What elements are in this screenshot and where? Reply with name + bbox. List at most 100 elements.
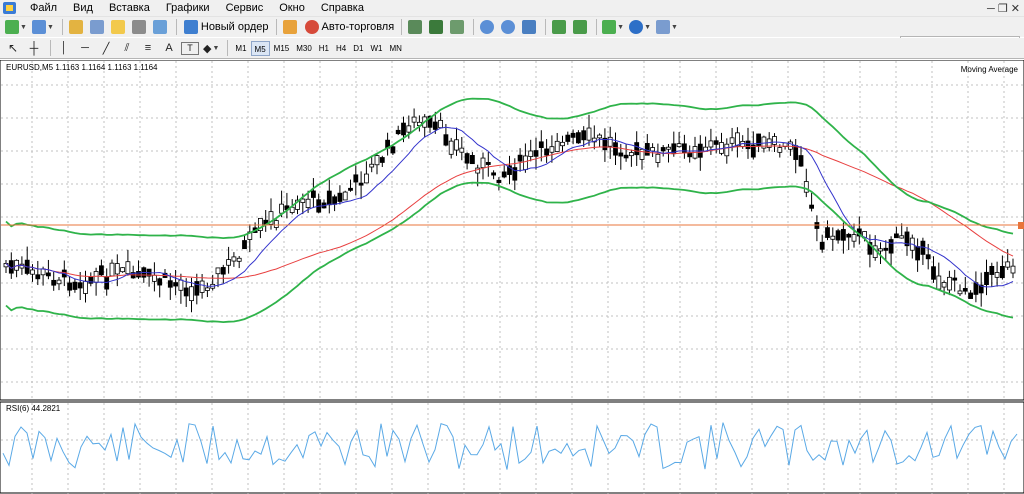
separator <box>545 19 547 35</box>
menu-view[interactable]: Вид <box>73 1 93 14</box>
candle-body <box>947 276 952 291</box>
chart-window[interactable]: EURUSD,M5 1.1163 1.1164 1.1163 1.1164 Mo… <box>0 60 1024 494</box>
candle-body <box>576 132 581 144</box>
candle-body <box>586 127 592 141</box>
candle-body <box>236 257 242 262</box>
candle-body <box>226 259 232 266</box>
indicators-button[interactable]: ▼ <box>601 18 625 36</box>
auto-scroll-icon <box>573 20 588 34</box>
timeframe-mn[interactable]: MN <box>389 43 402 53</box>
candle-body <box>825 227 830 238</box>
zoom-out-button[interactable] <box>499 18 517 36</box>
line-chart-button[interactable] <box>448 18 466 36</box>
menu-tools[interactable]: Сервис <box>225 1 264 14</box>
window-controls[interactable]: ─ ❐ ✕ <box>987 3 1020 15</box>
candle-body <box>925 254 931 260</box>
candle-body <box>231 256 237 262</box>
timeframe-h1[interactable]: H1 <box>318 43 330 53</box>
candle-body <box>883 247 889 251</box>
candle-body <box>189 286 194 302</box>
tile-windows-button[interactable] <box>520 18 538 36</box>
horizontal-line-button[interactable]: ─ <box>81 42 89 54</box>
candle-body <box>544 148 549 156</box>
candle-body <box>904 231 910 247</box>
candle-body <box>1000 265 1005 279</box>
menu-insert[interactable]: Вставка <box>108 1 150 14</box>
menu-charts[interactable]: Графики <box>165 1 210 14</box>
auto-trading-button[interactable]: Авто-торговля <box>302 18 398 36</box>
candle-body <box>936 275 942 290</box>
candle-body <box>798 155 804 167</box>
new-order-button[interactable]: Новый ордер <box>181 18 272 36</box>
auto-scroll-button[interactable] <box>571 18 589 36</box>
candle-body <box>88 276 94 284</box>
meta-editor-button[interactable] <box>281 18 299 36</box>
chart-shift-button[interactable] <box>550 18 568 36</box>
timeframe-m15[interactable]: M15 <box>273 43 290 53</box>
terminal-button[interactable] <box>130 18 148 36</box>
new-chart-button[interactable]: ▼ <box>4 18 28 36</box>
new-chart-icon <box>5 20 19 34</box>
candlestick-button[interactable] <box>427 18 445 36</box>
separator <box>61 19 63 35</box>
bar-chart-button[interactable] <box>406 18 424 36</box>
moving-average-fast-line <box>5 126 1014 288</box>
candle-body <box>835 230 841 241</box>
candle-body <box>448 140 454 155</box>
crosshair-move-icon <box>89 20 104 34</box>
strategy-tester-button[interactable] <box>151 18 169 36</box>
shapes-button[interactable]: ◆ ▼ <box>203 42 220 55</box>
timeframe-m1[interactable]: M1 <box>235 43 247 53</box>
app-icon[interactable] <box>3 2 16 14</box>
candle-body <box>411 116 417 123</box>
menu-window[interactable]: Окно <box>279 1 305 14</box>
trendline-button[interactable]: ╱ <box>102 42 110 55</box>
timeframe-h4[interactable]: H4 <box>336 43 347 53</box>
profiles-button[interactable]: ▼ <box>31 18 55 36</box>
candle-body <box>888 239 894 254</box>
navigator-button[interactable] <box>109 18 127 36</box>
candle-body <box>220 267 226 275</box>
candle-body <box>204 287 210 291</box>
timeframe-m5[interactable]: M5 <box>250 40 270 56</box>
zoom-in-button[interactable] <box>478 18 496 36</box>
candle-body <box>199 280 205 293</box>
templates-button[interactable]: ▼ <box>655 18 679 36</box>
periods-button[interactable]: ▼ <box>628 18 652 36</box>
candle-body <box>167 280 173 288</box>
crosshair-button[interactable]: ┼ <box>29 41 39 55</box>
candle-body <box>406 125 412 133</box>
candle-body <box>114 263 120 275</box>
candle-body <box>390 146 396 154</box>
rsi-chart-frame <box>0 401 1024 494</box>
timeframe-w1[interactable]: W1 <box>370 43 383 53</box>
candle-body <box>348 187 353 191</box>
clock-icon <box>629 20 644 34</box>
candle-body <box>443 134 449 146</box>
timeframe-d1[interactable]: D1 <box>353 43 364 53</box>
data-window-button[interactable] <box>88 18 106 36</box>
market-watch-button[interactable] <box>67 18 85 36</box>
candle-body <box>554 140 560 152</box>
candle-body <box>194 281 200 296</box>
candle-body <box>1005 261 1011 268</box>
separator <box>596 19 598 35</box>
new-order-label: Новый ордер <box>200 21 269 33</box>
market-watch-icon <box>68 20 83 34</box>
text-label-button[interactable]: T <box>181 41 199 55</box>
candle-body <box>660 147 666 152</box>
candle-body <box>851 234 857 242</box>
text-button[interactable]: A <box>165 42 173 54</box>
candle-body <box>878 248 883 252</box>
cursor-button[interactable]: ↖ <box>7 41 19 55</box>
chart-canvas[interactable] <box>0 60 1024 494</box>
menu-file[interactable]: Файл <box>30 1 58 14</box>
vertical-line-button[interactable]: │ <box>60 42 68 54</box>
candle-body <box>957 290 963 295</box>
equidistant-channel-button[interactable]: ⫽ <box>124 41 130 54</box>
menu-help[interactable]: Справка <box>320 1 364 14</box>
timeframe-m30[interactable]: M30 <box>296 43 312 53</box>
meta-editor-icon <box>282 20 297 34</box>
fibonacci-button[interactable]: ≡ <box>144 42 152 54</box>
chart-shift-icon <box>552 20 567 34</box>
